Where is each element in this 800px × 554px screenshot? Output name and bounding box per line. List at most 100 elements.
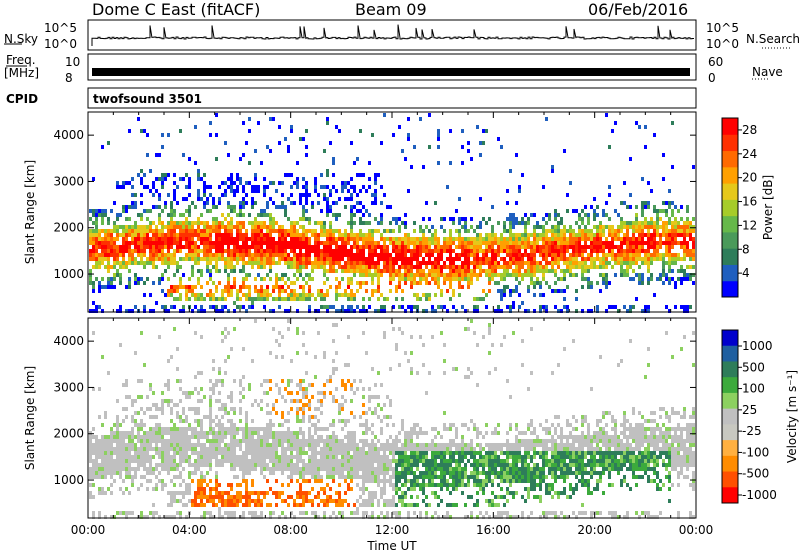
- vel-cell: [101, 459, 104, 463]
- power-cell: [311, 229, 314, 233]
- vel-cell: [218, 451, 221, 455]
- vel-cell: [311, 463, 314, 467]
- power-cell: [350, 177, 353, 181]
- power-cell: [389, 257, 392, 261]
- power-cell: [251, 253, 254, 257]
- power-cell: [578, 237, 581, 241]
- power-cell: [173, 249, 176, 253]
- power-cell: [530, 241, 533, 245]
- vel-cell: [146, 435, 149, 439]
- vel-cell: [194, 495, 197, 499]
- power-cell: [191, 289, 194, 293]
- power-cell: [119, 233, 122, 237]
- vel-cell: [188, 439, 191, 443]
- vel-cell: [221, 451, 224, 455]
- power-cell: [575, 261, 578, 265]
- power-cell: [116, 273, 119, 277]
- vel-cell: [206, 483, 209, 487]
- power-cell: [230, 217, 233, 221]
- vel-cell: [335, 351, 338, 355]
- vel-cell: [299, 419, 302, 423]
- vel-cell: [275, 439, 278, 443]
- vel-cell: [239, 383, 242, 387]
- vel-cell: [308, 403, 311, 407]
- vel-cell: [203, 487, 206, 491]
- power-cell: [146, 153, 149, 157]
- vel-cell: [338, 403, 341, 407]
- power-cell: [329, 221, 332, 225]
- power-cell: [449, 261, 452, 265]
- power-cell: [356, 237, 359, 241]
- vel-cell: [233, 499, 236, 503]
- power-cell: [365, 273, 368, 277]
- vel-cell: [110, 471, 113, 475]
- vel-cell: [98, 439, 101, 443]
- power-cell: [236, 241, 239, 245]
- vel-cell: [167, 515, 170, 519]
- power-cell: [128, 205, 131, 209]
- power-cell: [539, 253, 542, 257]
- power-cell: [554, 217, 557, 221]
- vel-cell: [290, 455, 293, 459]
- vel-cell: [134, 475, 137, 479]
- vel-cell: [278, 443, 281, 447]
- vel-cell: [326, 467, 329, 471]
- power-cell: [332, 269, 335, 273]
- power-cell: [188, 185, 191, 189]
- vel-cell: [305, 387, 308, 391]
- power-cell: [638, 249, 641, 253]
- power-cell: [140, 201, 143, 205]
- vel-cell: [194, 463, 197, 467]
- power-cell: [332, 241, 335, 245]
- vel-cell: [110, 463, 113, 467]
- vel-cell: [326, 495, 329, 499]
- power-cell: [488, 257, 491, 261]
- power-cell: [527, 237, 530, 241]
- power-cell: [167, 221, 170, 225]
- power-cell: [479, 297, 482, 301]
- power-cell: [281, 201, 284, 205]
- power-cell: [110, 229, 113, 233]
- power-cell: [503, 229, 506, 233]
- vel-cell: [137, 411, 140, 415]
- power-cell: [140, 213, 143, 217]
- power-cell: [134, 305, 137, 309]
- vel-cell: [194, 407, 197, 411]
- power-cell: [635, 213, 638, 217]
- power-cell: [398, 257, 401, 261]
- power-cell: [449, 229, 452, 233]
- power-cell: [464, 237, 467, 241]
- power-cell: [143, 129, 146, 133]
- power-cell: [392, 241, 395, 245]
- power-cell: [545, 245, 548, 249]
- power-cell: [527, 269, 530, 273]
- power-cell: [335, 277, 338, 281]
- vel-cell: [260, 455, 263, 459]
- power-cell: [437, 305, 440, 309]
- power-cell: [449, 253, 452, 257]
- power-cell: [455, 245, 458, 249]
- power-cell: [116, 237, 119, 241]
- vel-cell: [104, 447, 107, 451]
- power-cell: [440, 257, 443, 261]
- power-cell: [305, 129, 308, 133]
- beam-title: Beam 09: [355, 0, 427, 19]
- power-cell: [182, 233, 185, 237]
- power-cell: [578, 213, 581, 217]
- power-cell: [314, 233, 317, 237]
- vel-cell: [134, 443, 137, 447]
- vel-cell: [95, 451, 98, 455]
- vel-cell: [236, 443, 239, 447]
- vel-cell: [248, 451, 251, 455]
- power-cell: [461, 145, 464, 149]
- vel-cell: [101, 455, 104, 459]
- power-cell: [518, 185, 521, 189]
- power-cell: [227, 177, 230, 181]
- power-cell: [488, 261, 491, 265]
- power-cell: [647, 241, 650, 245]
- vel-cell: [188, 391, 191, 395]
- vel-cell: [110, 515, 113, 519]
- power-cell: [206, 245, 209, 249]
- freq-unit-label: [MHz]: [4, 66, 40, 80]
- vel-cell: [350, 487, 353, 491]
